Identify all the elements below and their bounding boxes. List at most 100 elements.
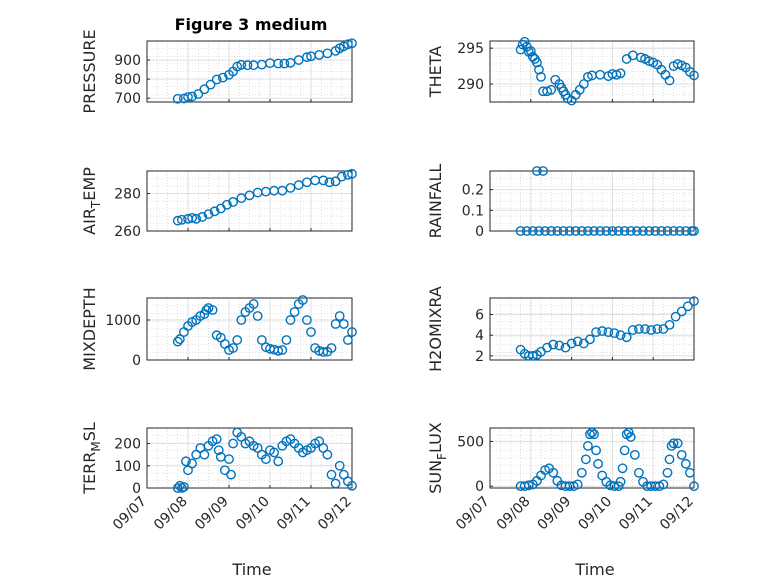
data-point (242, 60, 253, 71)
data-point (566, 338, 577, 349)
data-point (668, 438, 679, 449)
data-point (521, 226, 532, 236)
data-point (347, 38, 357, 49)
y-axis-label-subscript: M (89, 441, 103, 451)
data-point (672, 59, 683, 69)
y-axis-label-subscript: F (435, 453, 449, 460)
data-point (256, 335, 267, 345)
data-point (542, 342, 553, 353)
data-point (583, 441, 593, 451)
data-point (542, 86, 553, 97)
data-point (672, 438, 683, 449)
data-point (613, 226, 624, 236)
data-point (623, 427, 634, 438)
y-tick-label: 4 (475, 328, 484, 344)
data-point (336, 171, 347, 182)
data-point (203, 209, 214, 220)
x-tick-label: 09/07 (110, 494, 150, 534)
y-tick-label: 0 (132, 353, 141, 369)
y-axis-label-subscript: T (89, 200, 103, 209)
data-point (211, 74, 222, 85)
data-point (593, 458, 604, 469)
data-point (554, 340, 565, 351)
data-point (226, 469, 236, 480)
data-point (515, 226, 526, 236)
data-point (640, 324, 650, 334)
data-point (213, 445, 224, 456)
data-point (217, 72, 228, 83)
data-point (260, 454, 271, 465)
data-point (613, 481, 624, 492)
y-tick-label: 100 (114, 459, 141, 475)
data-point (330, 478, 341, 489)
data-point (644, 226, 655, 236)
data-point (629, 449, 640, 460)
y-tick-label: 280 (114, 187, 141, 203)
data-point (536, 71, 546, 82)
x-tick-label: 09/07 (453, 494, 493, 534)
data-point (570, 226, 581, 236)
data-point (187, 458, 198, 469)
data-point (589, 429, 599, 440)
data-point (207, 305, 218, 315)
panel-rainfall: 0 0.1 0.2 RAINFALL (426, 164, 699, 240)
y-tick-label: 900 (114, 53, 141, 69)
y-tick-label: 200 (114, 437, 141, 453)
data-point (576, 226, 587, 236)
data-point (279, 58, 290, 69)
data-point (625, 226, 636, 236)
data-point (273, 456, 284, 467)
data-point (644, 56, 655, 66)
data-point (595, 226, 606, 236)
data-point (548, 467, 559, 478)
data-point (293, 55, 304, 65)
y-axis-label: THETA (426, 46, 445, 98)
y-axis-label-main: TERR (80, 452, 99, 495)
data-point (583, 71, 593, 82)
y-tick-label: 500 (457, 434, 484, 450)
data-point (281, 335, 292, 345)
data-point (634, 467, 644, 478)
data-point (252, 311, 263, 321)
data-point (322, 449, 333, 460)
data-point (636, 52, 646, 63)
data-point (211, 434, 222, 445)
data-point (538, 166, 548, 176)
data-point (347, 168, 357, 179)
data-point (301, 52, 312, 63)
y-axis-label: SUNFLUX (426, 422, 449, 494)
data-point (334, 311, 345, 321)
data-point (587, 427, 597, 438)
data-point (689, 296, 699, 306)
data-point (273, 58, 284, 69)
data-point (347, 480, 357, 491)
data-point (615, 476, 626, 487)
x-tick-label: 09/12 (657, 494, 697, 534)
data-point (306, 327, 316, 337)
data-point (689, 226, 699, 236)
y-tick-label: 0.1 (462, 203, 484, 219)
data-point (248, 299, 259, 309)
data-point (619, 445, 630, 456)
data-point (558, 226, 569, 236)
data-point (519, 36, 530, 47)
data-point (548, 339, 559, 350)
data-point (676, 306, 687, 317)
y-tick-label: 295 (457, 41, 484, 57)
x-tick-label: 09/11 (274, 494, 314, 534)
data-point (534, 226, 544, 236)
data-point (236, 59, 247, 70)
data-point (285, 315, 296, 325)
data-point (689, 481, 699, 492)
data-point (634, 324, 644, 334)
y-axis-label-main: SUN (426, 460, 445, 494)
data-point (603, 327, 614, 337)
y-axis-label: TERRMSL (80, 422, 103, 495)
y-axis-label: H2OMIXRA (426, 286, 445, 372)
data-point (172, 483, 183, 493)
data-point (532, 166, 542, 176)
data-point (615, 68, 626, 79)
data-point (591, 445, 601, 456)
